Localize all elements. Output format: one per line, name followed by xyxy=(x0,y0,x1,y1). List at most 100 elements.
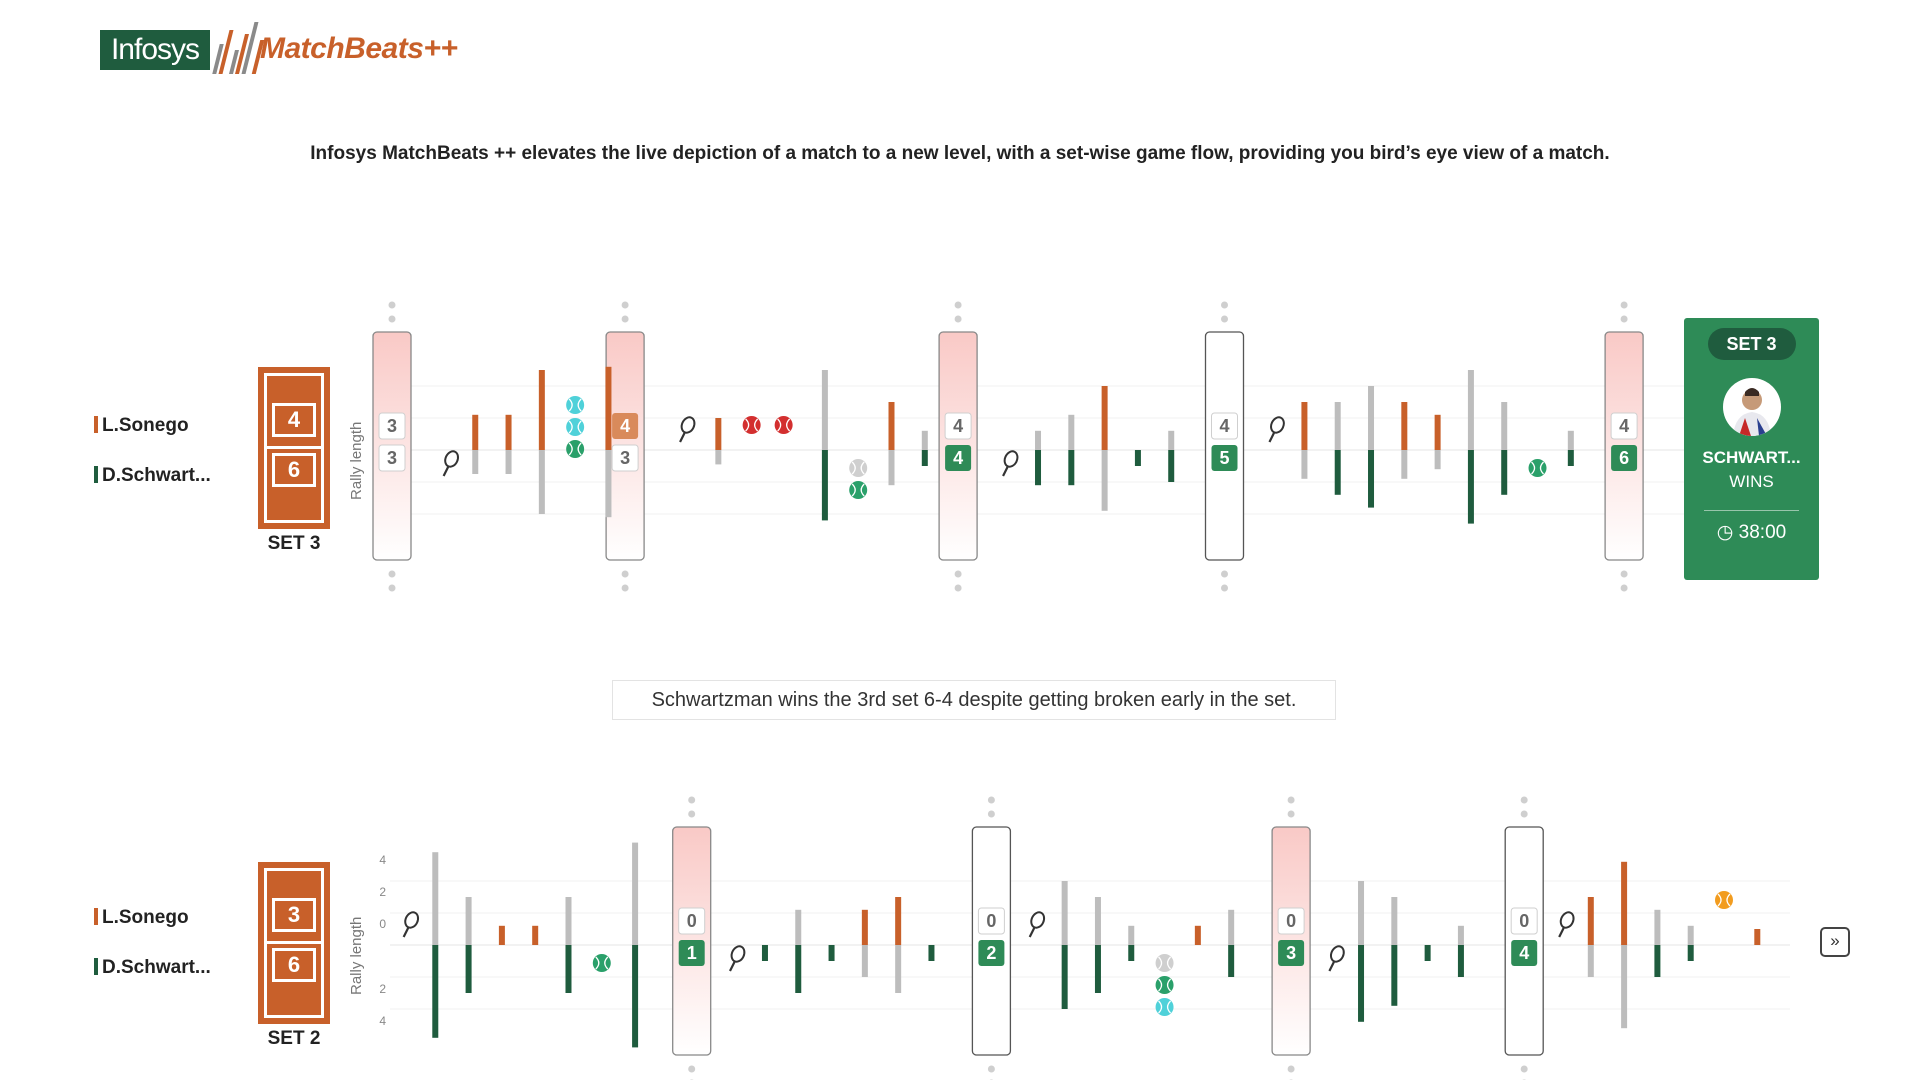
rally-bar-top xyxy=(861,909,868,945)
tennis-ball-icon xyxy=(742,416,761,434)
rally-bar-top xyxy=(1358,881,1365,945)
marker-dot xyxy=(1520,810,1528,818)
rally-bar-bottom xyxy=(1101,450,1108,511)
rally-bar-top xyxy=(1194,925,1201,945)
marker-dot xyxy=(1287,1065,1295,1073)
game-score-top: 4 xyxy=(1219,416,1229,436)
rally-bar-bottom xyxy=(1358,945,1365,1022)
rally-bar-bottom xyxy=(432,945,439,1038)
schwartzman-set-score: 6 xyxy=(272,948,316,982)
marker-dot xyxy=(688,810,696,818)
rally-bar-top xyxy=(1401,402,1408,450)
tennis-ball-icon xyxy=(1155,976,1174,994)
player-schwartzman: D.Schwart... xyxy=(94,465,211,487)
tennis-ball-icon xyxy=(592,954,611,972)
serve-racquet-icon xyxy=(1002,450,1019,477)
set-label: SET 3 xyxy=(267,533,321,554)
marker-dot xyxy=(987,810,995,818)
game-score-bottom: 1 xyxy=(687,943,697,963)
serve-racquet-icon xyxy=(1558,911,1575,938)
game-marker: 01 xyxy=(672,796,712,1080)
rally-bar-top xyxy=(1467,370,1474,450)
player-name: D.Schwart... xyxy=(102,465,211,486)
rally-bar-top xyxy=(1567,430,1574,450)
rally-bar-bottom xyxy=(1301,450,1308,479)
y-tick: 2 xyxy=(379,982,386,996)
tennis-ball-icon xyxy=(849,459,868,477)
game-score-box xyxy=(611,444,639,472)
game-score-bottom: 3 xyxy=(387,448,397,468)
marker-dot xyxy=(621,315,629,323)
rally-bar-bottom xyxy=(861,945,868,977)
rally-bar-bottom xyxy=(538,450,545,514)
game-marker: 03 xyxy=(1271,796,1311,1080)
marker-dot xyxy=(987,1065,995,1073)
marker-dot xyxy=(1620,315,1628,323)
marker-dot xyxy=(388,570,396,578)
player-name: L.Sonego xyxy=(102,907,189,928)
rally-bar-top xyxy=(895,897,902,945)
rally-bar-top xyxy=(1101,386,1108,450)
y-axis-title: Rally length xyxy=(348,421,365,500)
player-name: D.Schwart... xyxy=(102,957,211,978)
game-marker: 02 xyxy=(971,796,1012,1080)
next-set-button[interactable]: » xyxy=(1820,927,1850,957)
rally-bar-top xyxy=(1228,909,1235,945)
game-score-box xyxy=(678,940,705,966)
rally-bar-bottom xyxy=(888,450,895,486)
tennis-ball-icon xyxy=(1155,998,1174,1016)
rally-bar-top xyxy=(821,370,828,450)
rally-bar-top xyxy=(1301,402,1308,450)
game-score-top: 4 xyxy=(953,416,963,436)
game-score-bottom: 5 xyxy=(1219,448,1229,468)
game-score-bottom: 3 xyxy=(620,448,630,468)
rally-bar-top xyxy=(532,925,539,945)
tennis-ball-icon xyxy=(1528,459,1547,477)
game-score-top: 0 xyxy=(1519,911,1529,931)
rally-bar-top xyxy=(715,418,722,450)
y-tick: 0 xyxy=(379,917,386,931)
rally-bar-top xyxy=(1128,925,1135,945)
rally-bar-top xyxy=(565,897,572,945)
marker-dot xyxy=(954,584,962,592)
game-score-bottom: 4 xyxy=(1519,943,1529,963)
rally-bar-bottom xyxy=(1391,945,1398,1006)
set-3-flow: L.Sonego D.Schwart... 4 6 SET 3 Rally le… xyxy=(0,295,1920,592)
game-score-box xyxy=(1277,907,1305,935)
tennis-ball-icon xyxy=(849,481,868,499)
game-score-bottom: 2 xyxy=(986,943,996,963)
game-score-bottom: 4 xyxy=(953,448,963,468)
rally-bar-top xyxy=(498,925,505,945)
game-marker: 45 xyxy=(1204,301,1245,592)
marker-dot xyxy=(1221,315,1228,323)
rally-bar-bottom xyxy=(1567,450,1574,466)
player-sonego: L.Sonego xyxy=(94,907,189,929)
rally-bar-top xyxy=(921,430,928,450)
game-marker: 46 xyxy=(1604,301,1644,592)
rally-bar-bottom xyxy=(761,945,768,961)
game-marker: 43 xyxy=(605,301,645,592)
serve-racquet-icon xyxy=(1268,416,1285,443)
game-marker: 44 xyxy=(938,301,978,592)
game-score-box xyxy=(1510,907,1538,935)
marker-dot xyxy=(1620,301,1628,309)
rally-bar-bottom xyxy=(565,945,572,993)
rally-bar-bottom xyxy=(828,945,835,961)
marker-dot xyxy=(1287,810,1295,818)
rally-bar-top xyxy=(1368,386,1375,450)
rally-bar-bottom xyxy=(472,450,479,474)
rally-bar-top xyxy=(472,414,479,450)
winner-name: SCHWART... xyxy=(1702,448,1801,467)
player-avatar xyxy=(1722,378,1781,436)
rally-bar-top xyxy=(1035,430,1042,450)
rally-bar-top xyxy=(1068,414,1075,450)
game-score-bottom: 6 xyxy=(1619,448,1629,468)
rally-bar-bottom xyxy=(1467,450,1474,524)
game-marker: 04 xyxy=(1504,796,1544,1080)
marker-dot xyxy=(1520,1065,1528,1073)
marker-dot xyxy=(1620,570,1628,578)
tennis-ball-icon xyxy=(774,416,793,434)
infosys-matchbeats-logo: Infosys MatchBeats++ xyxy=(100,22,458,74)
winner-set-pill: SET 3 xyxy=(1707,328,1796,360)
rally-bar-bottom xyxy=(1587,945,1594,977)
